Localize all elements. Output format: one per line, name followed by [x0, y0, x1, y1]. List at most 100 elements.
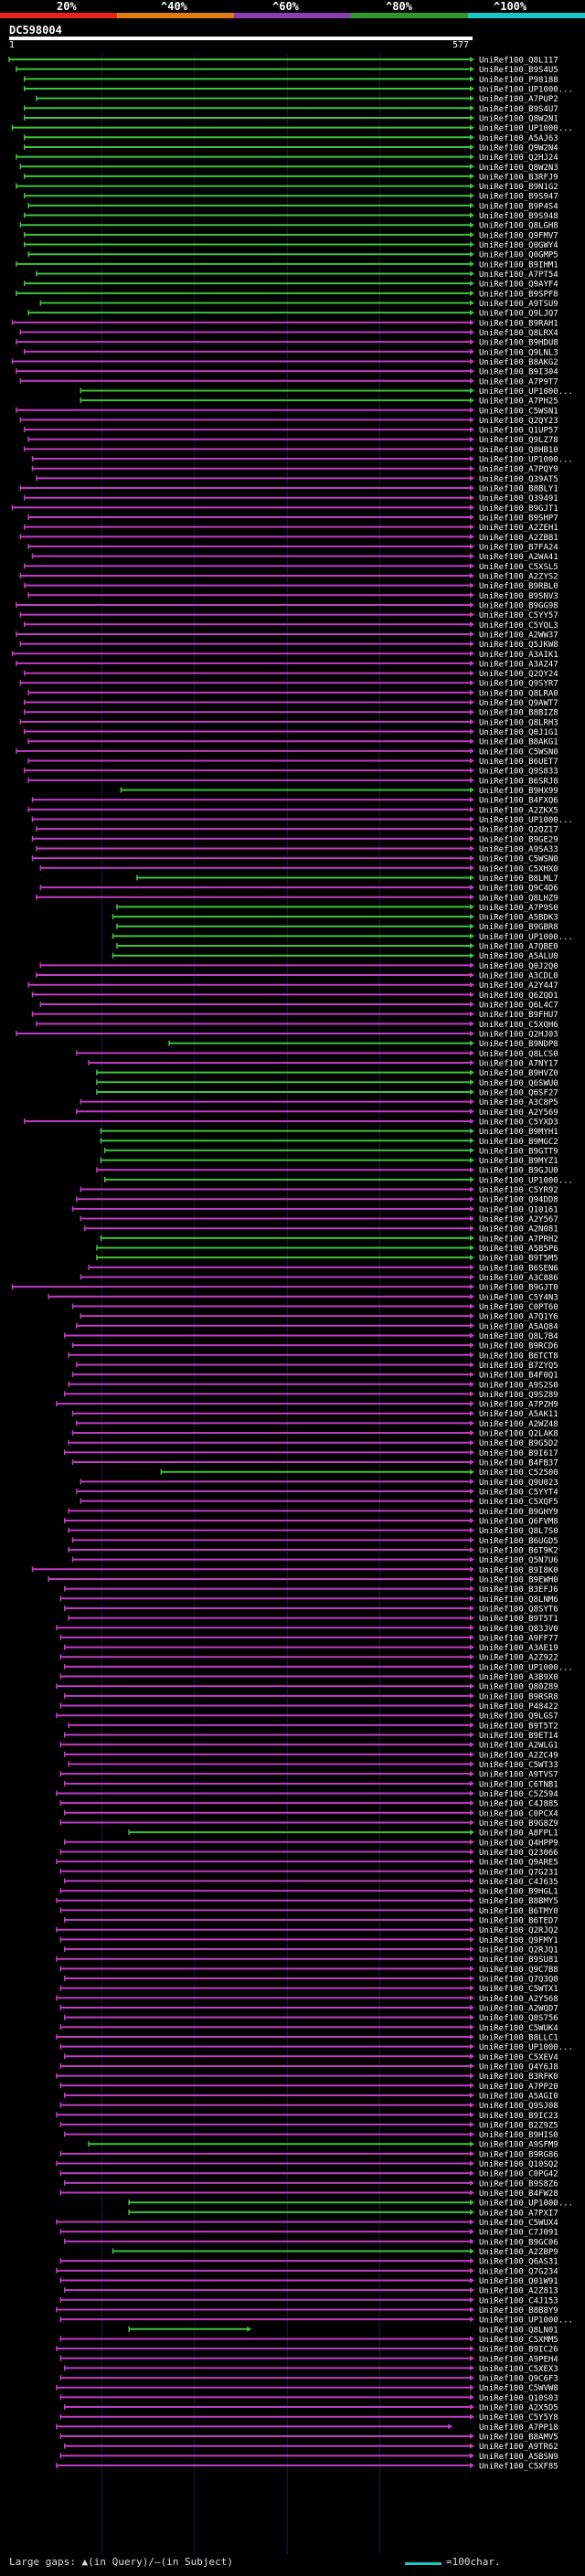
hit-row: UniRef100_B8BLY1 [19, 485, 558, 494]
hit-end-arrow [470, 660, 474, 666]
hit-end-arrow [470, 1585, 474, 1592]
hit-row: UniRef100_C5WVW8 [56, 2384, 558, 2393]
hit-end-arrow [470, 173, 474, 179]
hit-label: UniRef100_B2Z9Z5 [479, 2121, 558, 2130]
hit-end-arrow [470, 2062, 474, 2069]
hit-label: UniRef100_Q2RJQ1 [479, 1946, 558, 1956]
hit-row: UniRef100_B9MGC2 [100, 1138, 558, 1147]
hit-row: UniRef100_B8B8Y9 [56, 2306, 558, 2316]
hit-label: UniRef100_Q8L117 [479, 57, 558, 66]
hit-row: UniRef100_UP1000... [112, 933, 573, 942]
hit-label: UniRef100_A3C886 [479, 1274, 558, 1283]
hit-end-arrow [470, 718, 474, 725]
hit-label: UniRef100_Q6L4C7 [479, 1002, 558, 1011]
hit-end-arrow [470, 572, 474, 578]
hit-row: UniRef100_B9RCD6 [71, 1342, 558, 1352]
hit-row: UniRef100_A2N081 [83, 1225, 558, 1235]
hit-end-arrow [470, 611, 474, 618]
hit-row: UniRef100_Q4Y6J8 [59, 2062, 558, 2072]
hit-end-arrow [470, 1088, 474, 1095]
hit-row: UniRef100_A3AE19 [63, 1644, 558, 1653]
hit-row: UniRef100_A2Y569 [76, 1108, 558, 1118]
hit-label: UniRef100_A3AIK1 [479, 651, 558, 660]
hit-label: UniRef100_A3C8P5 [479, 1098, 558, 1108]
hit-end-arrow [470, 1128, 474, 1134]
hit-label: UniRef100_UP1000... [479, 816, 573, 825]
hit-end-arrow [470, 1430, 474, 1436]
hit-row: UniRef100_B6TMY0 [59, 1907, 558, 1916]
hit-end-arrow [470, 1362, 474, 1368]
hit-end-arrow [470, 251, 474, 258]
hit-end-arrow [470, 1859, 474, 1865]
hit-label: UniRef100_A7NY17 [479, 1059, 558, 1068]
hit-label: UniRef100_A5AQ84 [479, 1322, 558, 1331]
hit-label: UniRef100_A7PXI7 [479, 2209, 558, 2218]
hit-end-arrow [470, 1917, 474, 1924]
hit-end-arrow [470, 534, 474, 540]
hit-label: UniRef100_A2ZKX5 [479, 806, 558, 815]
hit-end-arrow [470, 2209, 474, 2215]
hit-end-arrow [470, 1809, 474, 1816]
hit-end-arrow [470, 1518, 474, 1523]
hit-row: UniRef100_Q9SYR7 [19, 680, 558, 689]
hit-label: UniRef100_B6TCT8 [479, 1352, 558, 1361]
hit-end-arrow [470, 2267, 474, 2274]
hit-end-arrow [470, 1050, 474, 1056]
hit-row: UniRef100_B9GE29 [31, 835, 558, 844]
hit-label: UniRef100_A2ZBB1 [479, 534, 558, 543]
hit-label: UniRef100_Q9SJ08 [479, 2102, 558, 2111]
hit-row: UniRef100_Q8LGH8 [19, 222, 558, 231]
hit-label: UniRef100_C5YYT4 [479, 1489, 558, 1498]
hit-end-arrow [470, 1372, 474, 1378]
hit-label: UniRef100_B9IHM1 [479, 260, 558, 270]
hit-label: UniRef100_C5Y4N3 [479, 1293, 558, 1302]
query-bar [9, 37, 473, 40]
hit-label: UniRef100_B9N1G2 [479, 183, 558, 192]
hit-label: UniRef100_B6SEN6 [479, 1264, 558, 1273]
hit-label: UniRef100_B9HX99 [479, 787, 558, 796]
hit-end-arrow [470, 1108, 474, 1115]
hit-end-arrow [470, 1595, 474, 1602]
hit-label: UniRef100_Q5N7U6 [479, 1556, 558, 1565]
hit-end-arrow [470, 427, 474, 433]
hit-label: UniRef100_Q1UP57 [479, 427, 558, 436]
hit-label: UniRef100_A3B9X0 [479, 1673, 558, 1682]
hit-label: UniRef100_B9GE29 [479, 835, 558, 844]
hit-label: UniRef100_B9RCD6 [479, 1342, 558, 1352]
hit-end-arrow [470, 1011, 474, 1017]
hit-label: UniRef100_A2Y447 [479, 981, 558, 991]
hit-end-arrow [470, 212, 474, 218]
hit-end-arrow [470, 105, 474, 111]
hit-end-arrow [470, 1342, 474, 1349]
hit-end-arrow [470, 446, 474, 452]
hit-label: UniRef100_Q0J1G1 [479, 728, 558, 737]
hit-end-arrow [470, 1508, 474, 1514]
hit-label: UniRef100_A2N081 [479, 1225, 558, 1235]
hit-end-arrow [470, 1235, 474, 1241]
hit-row: UniRef100_C5YXD3 [23, 1118, 558, 1127]
hit-label: UniRef100_B9I8K0 [479, 1566, 558, 1575]
hit-label: UniRef100_C5Y5Y8 [479, 2413, 558, 2422]
hit-row: UniRef100_A7PRH2 [100, 1235, 558, 1244]
hit-label: UniRef100_Q9FMY1 [479, 1936, 558, 1945]
hit-end-arrow [470, 923, 474, 929]
hit-end-arrow [470, 270, 474, 277]
hit-row: UniRef100_C4J885 [59, 1800, 558, 1809]
hit-end-arrow [470, 494, 474, 501]
hit-label: UniRef100_P48422 [479, 1702, 558, 1712]
hit-row: UniRef100_Q9SZ89 [63, 1391, 558, 1400]
hit-end-arrow [470, 475, 474, 482]
hit-end-arrow [470, 2287, 474, 2294]
hit-row: UniRef100_C5XEV4 [63, 2053, 558, 2062]
hit-row: UniRef100_C5XQH6 [36, 1021, 558, 1030]
hit-label: UniRef100_Q9FMV7 [479, 231, 558, 240]
hit-label: UniRef100_UP1000... [479, 1663, 573, 1672]
hit-end-arrow [470, 2229, 474, 2235]
hit-label: UniRef100_A7PUP2 [479, 95, 558, 104]
hit-end-arrow [470, 1712, 474, 1719]
hit-label: UniRef100_B9SPF8 [479, 290, 558, 299]
hit-row: UniRef100_Q9AWT7 [23, 699, 558, 708]
hit-end-arrow [470, 1401, 474, 1407]
hit-end-arrow [470, 709, 474, 716]
hit-end-arrow [470, 1673, 474, 1680]
